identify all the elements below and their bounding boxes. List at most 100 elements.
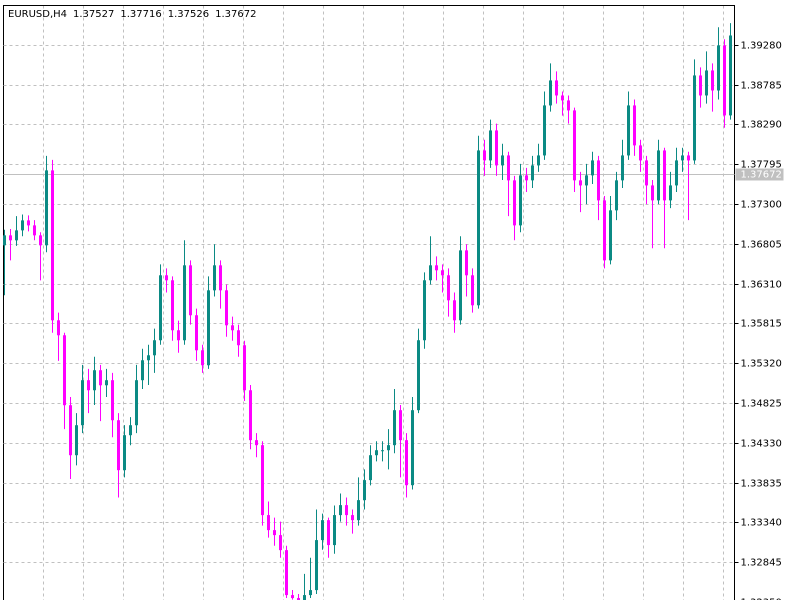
candle-body [525,175,528,181]
candle-body [543,105,546,156]
y-tick-label: 1.34825 [741,399,782,410]
candle-body [609,210,612,261]
candle-body [213,265,216,291]
y-tick-label: 1.36805 [741,240,782,251]
candle-body [225,290,228,326]
candle-body [237,330,240,346]
candle-body [483,150,486,161]
candle-body [315,540,318,591]
candle-body [537,155,540,166]
candle-body [45,170,48,246]
y-tick-label: 1.36310 [741,280,782,291]
candle-body [699,75,702,96]
candle-body [513,180,516,226]
y-tick-label: 1.35815 [741,319,782,330]
candle-body [711,70,714,91]
y-tick-label: 1.38785 [741,81,782,92]
candle-body [393,410,396,446]
candle-body [339,505,342,516]
candle-body [399,410,402,441]
candle-body [117,420,120,471]
candle-body [573,110,576,181]
candle-body [291,595,294,599]
candle-body [669,185,672,201]
candle-body [3,235,6,246]
candle-body [567,100,570,111]
candle-body [309,590,312,596]
candle-body [195,315,198,351]
candle-body [687,155,690,161]
candle-body [603,200,606,261]
candle-body [375,450,378,456]
candle-body [579,180,582,186]
candle-body [729,35,732,116]
candle-body [723,45,726,116]
open-price: 1.37527 [73,9,114,20]
candle-body [9,235,12,241]
candle-body [441,270,444,276]
candle-body [135,380,138,426]
candle-body [183,265,186,341]
candle-body [411,410,414,486]
y-tick-label: 1.39280 [741,41,782,52]
candle-body [63,335,66,406]
candle-body [495,130,498,166]
candle-body [285,550,288,596]
header: EURUSD,H4 1.37527 1.37716 1.37526 1.37672 [8,9,256,20]
candle-body [267,515,270,531]
high-price: 1.37716 [120,9,161,20]
candle-body [585,175,588,186]
candle-body [15,230,18,241]
candle-body [321,520,324,541]
candle-body [381,450,384,452]
candle-body [279,535,282,551]
candle-body [369,455,372,481]
candle-body [405,440,408,486]
candle-body [81,380,84,426]
candle-body [459,250,462,321]
candle-body [327,520,330,546]
candle-body [159,275,162,341]
candle-body [273,530,276,536]
candle-body [681,155,684,161]
candle-body [147,355,150,361]
y-tick-label: 1.37795 [741,160,782,171]
candle-body [705,70,708,96]
candle-body [663,150,666,201]
candle-body [123,435,126,471]
candle-body [21,220,24,231]
candle-body [657,150,660,201]
candle-body [357,500,360,521]
symbol: EURUSD,H4 [8,9,67,20]
candle-body [105,380,108,386]
candle-body [627,105,630,156]
candle-body [33,225,36,236]
candle-body [75,425,78,456]
candle-body [489,130,492,161]
candle-body [345,505,348,516]
candle-body [639,145,642,161]
candle-body [417,340,420,411]
candle-body [99,370,102,386]
candle-body [519,175,522,226]
candle-body [171,280,174,331]
close-price: 1.37672 [215,9,256,20]
candle-body [465,250,468,276]
candle-body [591,160,594,176]
candle-body [141,360,144,381]
candle-body [51,170,54,321]
candle-body [561,95,564,101]
candle-body [555,80,558,96]
candle-body [297,598,300,600]
candle-body [111,380,114,421]
candle-body [189,265,192,316]
candle-body [675,160,678,186]
candle-body [201,350,204,366]
candle-body [549,80,552,106]
plot-frame [3,5,735,600]
candle-body [243,345,246,391]
candle-body [651,185,654,201]
candle-body [429,265,432,281]
candle-body [423,280,426,341]
